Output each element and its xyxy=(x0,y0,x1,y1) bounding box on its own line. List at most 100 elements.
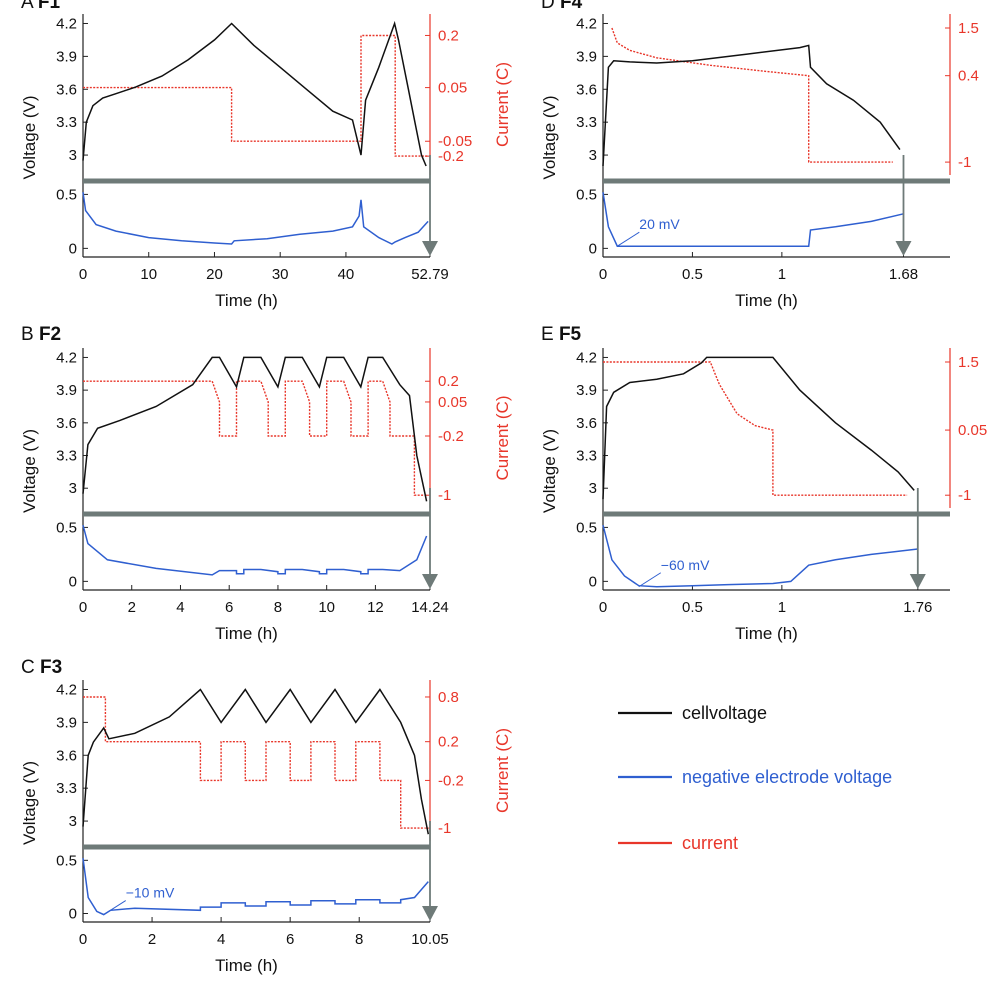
voltage-tick-label: 3.9 xyxy=(576,48,597,65)
voltage-tick-label: 3.3 xyxy=(56,448,77,465)
current-tick-label: 1.5 xyxy=(958,354,979,371)
x-tick-label: 0 xyxy=(79,266,87,283)
x-tick-label: 10.05 xyxy=(411,931,449,948)
neg-tick-label: 0 xyxy=(69,905,77,922)
x-tick-label: 1 xyxy=(778,266,786,283)
end-arrow-head xyxy=(422,574,438,589)
x-tick-label: 30 xyxy=(272,266,289,283)
voltage-tick-label: 3.6 xyxy=(576,415,597,432)
y-axis-label: Voltage (V) xyxy=(20,95,39,179)
voltage-tick-label: 3.9 xyxy=(56,714,77,731)
x-tick-label: 1.76 xyxy=(903,599,932,616)
x-tick-label: 8 xyxy=(355,931,363,948)
current-tick-label: -0.05 xyxy=(438,133,472,150)
x-tick-label: 4 xyxy=(176,599,184,616)
voltage-tick-label: 3 xyxy=(589,480,597,497)
x-tick-label: 2 xyxy=(148,931,156,948)
neg-electrode-series xyxy=(82,858,429,916)
voltage-tick-label: 4.2 xyxy=(576,349,597,366)
current-tick-label: -0.2 xyxy=(438,428,464,445)
x-tick-label: 6 xyxy=(225,599,233,616)
annotation-label: 20 mV xyxy=(639,216,680,232)
x-tick-label: 0 xyxy=(79,599,87,616)
voltage-tick-label: 3 xyxy=(589,147,597,164)
x-axis-label: Time (h) xyxy=(735,291,798,310)
current-tick-label: 0.4 xyxy=(958,68,979,85)
current-tick-label: 0.05 xyxy=(438,80,467,97)
neg-electrode-series xyxy=(602,192,904,247)
current-tick-label: 0.2 xyxy=(438,373,459,390)
neg-tick-label: 0.5 xyxy=(56,852,77,869)
x-axis-label: Time (h) xyxy=(215,624,278,643)
neg-tick-label: 0.5 xyxy=(56,519,77,536)
x-tick-label: 0 xyxy=(79,931,87,948)
y-axis-label: Voltage (V) xyxy=(20,761,39,845)
current-tick-label: -0.2 xyxy=(438,148,464,165)
current-series xyxy=(83,34,429,157)
current-series xyxy=(83,696,425,829)
cell-voltage-series xyxy=(602,44,901,167)
voltage-tick-label: 3.9 xyxy=(56,48,77,65)
current-tick-label: -1 xyxy=(958,487,971,504)
neg-electrode-series xyxy=(82,192,429,245)
x-tick-label: 0 xyxy=(599,599,607,616)
current-tick-label: -1 xyxy=(958,154,971,171)
panel-label-E: E F5 xyxy=(541,324,582,345)
legend: cellvoltage negative electrode voltage c… xyxy=(618,703,892,853)
y-axis-label: Voltage (V) xyxy=(20,429,39,513)
neg-tick-label: 0 xyxy=(69,573,77,590)
neg-tick-label: 0 xyxy=(589,240,597,257)
annotation-leader xyxy=(638,572,662,588)
current-series xyxy=(83,380,427,496)
panel-label-C: C F3 xyxy=(21,657,62,678)
voltage-tick-label: 3.3 xyxy=(56,780,77,797)
neg-tick-label: 0.5 xyxy=(56,186,77,203)
end-arrow-head xyxy=(895,241,912,256)
current-tick-label: 0.05 xyxy=(958,422,987,439)
y-axis-label: Voltage (V) xyxy=(540,95,559,179)
current-tick-label: 0.05 xyxy=(438,394,467,411)
cell-voltage-series xyxy=(82,20,427,167)
panel-label-A: A F1 xyxy=(21,0,61,13)
voltage-tick-label: 3.3 xyxy=(56,114,77,131)
neg-electrode-series xyxy=(82,525,428,576)
x-tick-label: 0.5 xyxy=(682,599,703,616)
annotation-label: −10 mV xyxy=(126,885,175,901)
neg-tick-label: 0.5 xyxy=(576,519,597,536)
panel-label-D: D F4 xyxy=(541,0,583,13)
x-tick-label: 52.79 xyxy=(411,266,449,283)
x-tick-label: 10 xyxy=(140,266,157,283)
x-tick-label: 12 xyxy=(367,599,384,616)
end-arrow-head xyxy=(422,906,438,921)
panel-C: C F3 Voltage (V) Current (C) Time (h) 3 3.3 3.… xyxy=(20,657,512,975)
x-tick-label: 4 xyxy=(217,931,225,948)
voltage-tick-label: 3.9 xyxy=(56,382,77,399)
voltage-tick-label: 3 xyxy=(69,813,77,830)
current-tick-label: 1.5 xyxy=(958,20,979,37)
x-tick-label: 20 xyxy=(206,266,223,283)
x-tick-label: 10 xyxy=(318,599,335,616)
voltage-tick-label: 3.6 xyxy=(576,81,597,98)
voltage-tick-label: 3.6 xyxy=(56,747,77,764)
x-tick-label: 14.24 xyxy=(411,599,449,616)
voltage-tick-label: 3.3 xyxy=(576,114,597,131)
neg-electrode-series xyxy=(602,525,918,588)
voltage-tick-label: 4.2 xyxy=(56,15,77,32)
x-tick-label: 0 xyxy=(599,266,607,283)
panel-label-B: B F2 xyxy=(21,324,61,345)
current-series xyxy=(603,361,908,496)
x-tick-label: 1 xyxy=(778,599,786,616)
current-tick-label: 0.2 xyxy=(438,734,459,751)
x-tick-label: 2 xyxy=(128,599,136,616)
voltage-tick-label: 3.9 xyxy=(576,382,597,399)
legend-label-cell: cellvoltage xyxy=(682,703,767,723)
x-tick-label: 1.68 xyxy=(889,266,918,283)
y2-axis-label: Current (C) xyxy=(493,62,512,147)
current-tick-label: 0.2 xyxy=(438,27,459,44)
voltage-tick-label: 4.2 xyxy=(56,681,77,698)
x-tick-label: 8 xyxy=(274,599,282,616)
cell-voltage-series xyxy=(82,688,430,835)
x-tick-label: 6 xyxy=(286,931,294,948)
current-tick-label: -0.2 xyxy=(438,772,464,789)
